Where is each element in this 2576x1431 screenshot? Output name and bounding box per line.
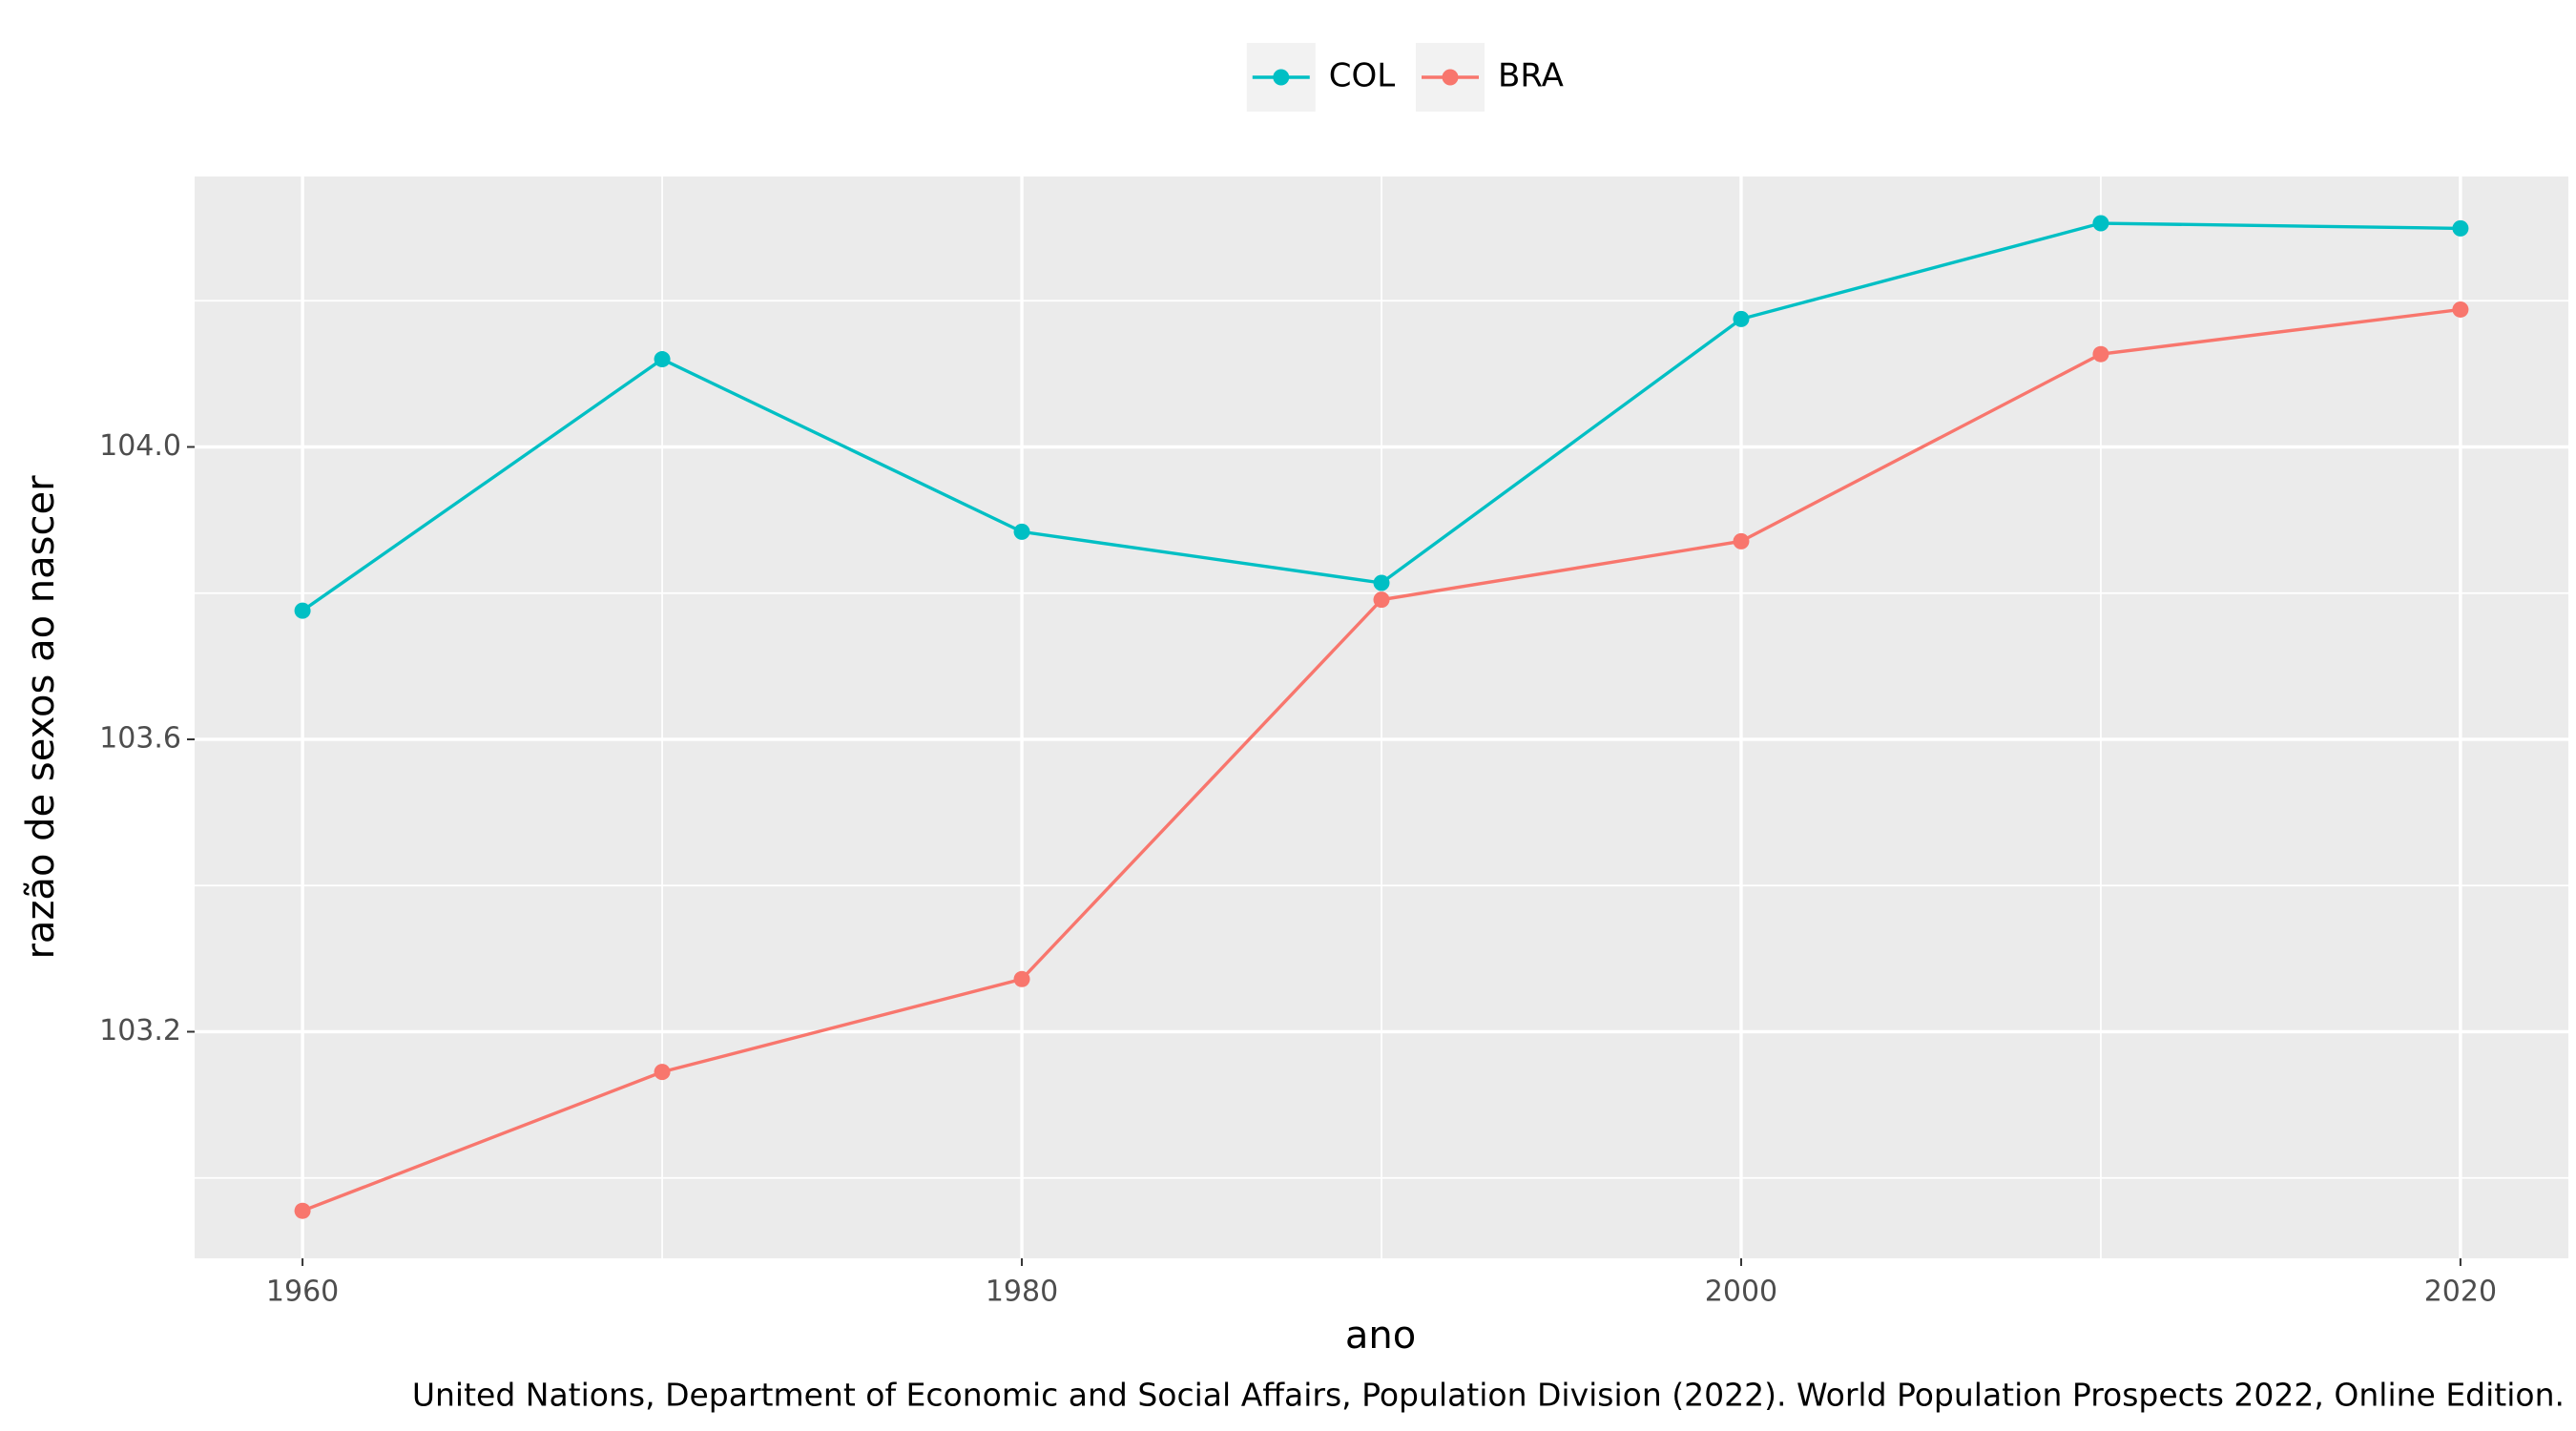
x-tick-label: 1980: [986, 1275, 1058, 1309]
data-point: [2452, 219, 2469, 237]
y-tick-label: 104.0: [99, 429, 181, 463]
x-axis-title: ano: [1345, 1314, 1416, 1358]
legend-label: COL: [1329, 57, 1396, 95]
legend-key-point: [1273, 69, 1290, 86]
data-point: [2452, 301, 2469, 318]
data-point: [654, 1064, 671, 1081]
data-point: [1733, 532, 1750, 550]
legend-label: BRA: [1498, 57, 1564, 95]
x-tick-label: 2020: [2424, 1275, 2497, 1309]
data-point: [1373, 574, 1390, 591]
y-axis-title: razão de sexos ao nascer: [19, 475, 63, 960]
y-tick-label: 103.6: [99, 721, 181, 755]
data-point: [2092, 215, 2109, 232]
x-tick-label: 1960: [266, 1275, 339, 1309]
marks: [294, 215, 2469, 1219]
caption: United Nations, Department of Economic a…: [412, 1377, 2565, 1414]
data-point: [2092, 345, 2109, 363]
x-tick-label: 2000: [1705, 1275, 1777, 1309]
y-tick-label: 103.2: [99, 1014, 181, 1047]
data-point: [654, 351, 671, 368]
data-point: [1013, 523, 1030, 540]
data-point: [1733, 310, 1750, 327]
data-point: [1013, 970, 1030, 987]
legend-key-point: [1442, 69, 1459, 86]
data-point: [1373, 591, 1390, 609]
data-point: [294, 1202, 311, 1219]
data-point: [294, 602, 311, 619]
